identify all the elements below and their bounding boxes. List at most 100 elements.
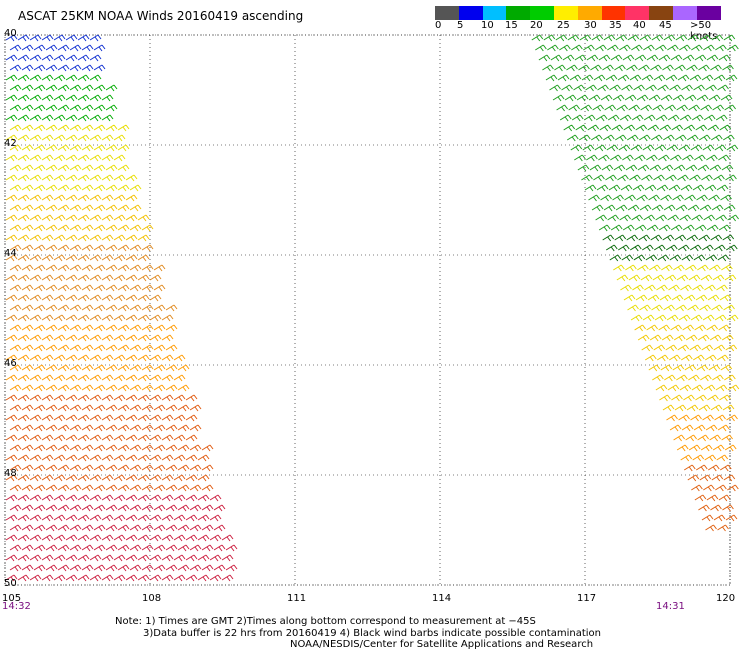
wind-barb — [603, 204, 616, 212]
wind-barb — [710, 64, 722, 72]
wind-barb — [663, 34, 676, 42]
wind-barb — [591, 204, 604, 212]
wind-barb — [649, 334, 662, 342]
wind-barb — [623, 124, 636, 132]
wind-barb — [687, 204, 700, 212]
wind-barb — [687, 304, 699, 312]
wind-barb — [165, 444, 178, 452]
wind-barb — [628, 274, 641, 282]
wind-barb — [165, 464, 178, 472]
wind-barb — [712, 104, 724, 112]
wind-barb — [53, 534, 66, 542]
wind-barb — [5, 474, 18, 482]
wind-barb — [113, 214, 126, 222]
wind-barb — [129, 224, 142, 232]
wind-barb — [101, 314, 114, 322]
wind-barb — [595, 114, 608, 122]
wind-barb — [567, 34, 580, 42]
wind-barb — [117, 344, 130, 352]
wind-barb — [165, 344, 178, 352]
wind-barb — [629, 174, 641, 182]
map-title: ASCAT 25KM NOAA Winds 20160419 ascending — [18, 9, 304, 23]
wind-barb — [655, 114, 668, 122]
wind-barb — [620, 284, 632, 292]
wind-barb — [141, 484, 154, 492]
wind-barb — [611, 124, 624, 132]
wind-barb — [722, 234, 735, 242]
wind-barb — [33, 544, 46, 552]
wind-barb — [630, 314, 643, 322]
wind-barb — [615, 204, 628, 212]
swath-left — [5, 34, 238, 582]
wind-barb — [65, 354, 78, 362]
wind-barb — [705, 524, 717, 532]
wind-barb — [658, 154, 670, 162]
wind-barb — [550, 54, 563, 62]
wind-barb — [21, 344, 34, 352]
wind-barb — [701, 244, 714, 252]
wind-barb — [129, 524, 142, 532]
wind-barb — [89, 174, 102, 182]
wind-barb — [77, 474, 90, 482]
wind-barb — [9, 504, 22, 512]
wind-barb — [221, 554, 234, 562]
wind-barb — [694, 494, 707, 502]
wind-barb — [141, 404, 154, 412]
wind-barb — [153, 344, 166, 352]
wind-barb — [628, 104, 640, 112]
wind-barb — [81, 424, 94, 432]
legend-color-7 — [601, 6, 626, 20]
wind-barb — [57, 84, 70, 92]
wind-barb — [141, 304, 154, 312]
wind-barb — [125, 494, 138, 502]
wind-barb — [722, 64, 734, 72]
wind-barb — [29, 294, 42, 302]
wind-barb — [5, 114, 18, 122]
wind-barb — [17, 154, 30, 162]
wind-barb — [45, 144, 58, 152]
wind-barb — [153, 524, 166, 532]
wind-barb — [125, 314, 138, 322]
wind-barb — [89, 94, 102, 102]
wind-barb — [185, 394, 198, 402]
wind-barb — [45, 44, 58, 52]
wind-barb — [197, 454, 210, 462]
wind-barb — [105, 544, 118, 552]
wind-barb — [57, 304, 70, 312]
wind-barb — [45, 64, 58, 72]
wind-barb — [21, 184, 34, 192]
wind-barb — [685, 164, 698, 172]
wind-barb — [682, 54, 695, 62]
wind-barb — [101, 194, 114, 202]
wind-barb — [17, 34, 30, 42]
wind-barb — [137, 394, 150, 402]
wind-barb — [201, 544, 214, 552]
wind-barb — [631, 114, 644, 122]
wind-barb — [602, 234, 615, 242]
wind-barb — [634, 324, 646, 332]
wind-barb — [33, 64, 46, 72]
wind-barb — [117, 304, 130, 312]
wind-barb — [89, 354, 102, 362]
wind-barb — [691, 484, 703, 492]
wind-barb — [687, 34, 700, 42]
wind-barb — [573, 84, 585, 92]
wind-barb — [703, 484, 715, 492]
wind-barb — [45, 244, 58, 252]
wind-barb — [17, 254, 30, 262]
wind-barb — [636, 194, 648, 202]
wind-barb — [694, 224, 707, 232]
wind-barb — [604, 104, 616, 112]
wind-barb — [21, 324, 34, 332]
wind-barb — [655, 214, 667, 222]
wind-barb — [711, 204, 724, 212]
wind-barb — [634, 54, 647, 62]
wind-barb — [225, 564, 238, 572]
wind-barb — [141, 544, 154, 552]
wind-barb — [129, 324, 142, 332]
wind-barb — [637, 164, 650, 172]
wind-barb — [638, 234, 651, 242]
wind-barb — [201, 464, 214, 472]
wind-barb — [9, 204, 22, 212]
wind-barb — [113, 394, 126, 402]
